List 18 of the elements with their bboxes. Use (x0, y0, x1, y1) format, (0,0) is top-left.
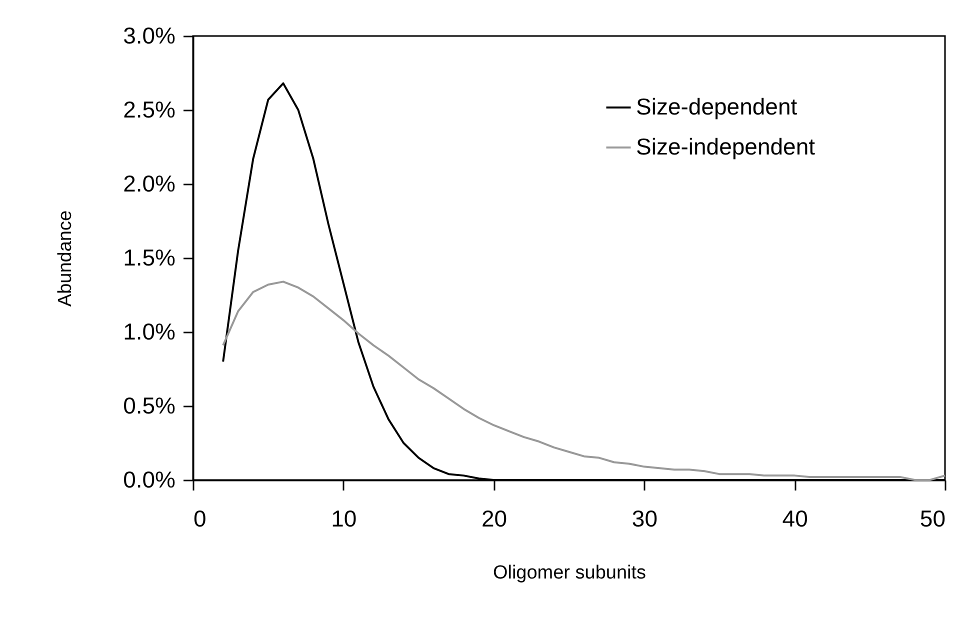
x-tick-label: 50 (920, 506, 946, 532)
y-tick-label: 0.0% (123, 466, 176, 492)
x-tick-label: 0 (194, 506, 206, 532)
legend-label: Size-independent (636, 134, 816, 160)
y-tick-label: 2.5% (123, 96, 176, 122)
x-tick-label: 40 (782, 506, 808, 532)
x-tick-label: 10 (331, 506, 357, 532)
y-tick-label: 1.5% (123, 244, 176, 270)
x-tick-label: 30 (632, 506, 658, 532)
y-tick-label: 1.0% (123, 318, 176, 344)
y-axis-title: Abundance (55, 210, 76, 307)
y-tick-label: 2.0% (123, 170, 176, 196)
x-axis-title: Oligomer subunits (492, 562, 646, 584)
x-tick-label: 20 (482, 506, 508, 532)
y-tick-label: 0.5% (123, 392, 176, 418)
legend-label: Size-dependent (636, 94, 798, 120)
line-series (222, 280, 946, 481)
y-tick-label: 3.0% (123, 22, 176, 48)
